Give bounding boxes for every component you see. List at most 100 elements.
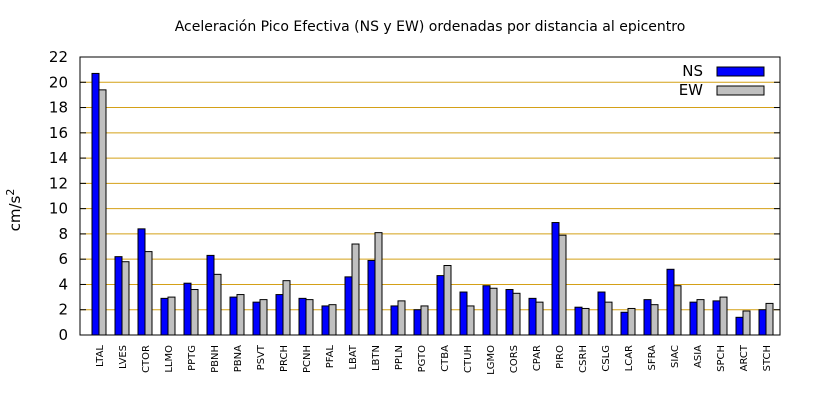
y-tick-label: 16	[49, 124, 68, 142]
x-tick-label: ASIA	[693, 345, 704, 368]
x-tick-label: LVES	[118, 345, 129, 369]
x-tick-label: PBNH	[210, 345, 221, 373]
y-axis-label: cm/s2	[4, 189, 24, 232]
y-tick-label: 10	[49, 200, 68, 218]
bar-ew-ppln	[397, 300, 406, 336]
legend-ew-label: EW	[679, 81, 703, 99]
y-tick-label: 8	[58, 225, 68, 243]
legend-ew-swatch	[716, 85, 765, 96]
bar-ew-asia	[696, 299, 705, 336]
x-tick-label: ARCT	[739, 344, 750, 371]
bar-ns-cors	[505, 289, 514, 336]
y-tick-label: 18	[49, 99, 68, 117]
bar-ns-psvt	[252, 301, 261, 336]
bar-ew-psvt	[259, 299, 268, 336]
x-tick-label: CSLG	[601, 345, 612, 372]
x-tick-label: LBTN	[371, 345, 382, 371]
bar-ew-ctuh	[466, 305, 475, 336]
bar-ns-ctor	[137, 228, 146, 336]
bar-ew-pgto	[420, 305, 429, 336]
bar-ns-ltal	[91, 72, 100, 336]
y-tick-label: 6	[58, 250, 68, 268]
x-tick-label: CSRH	[578, 345, 589, 373]
bar-ns-csrh	[574, 306, 583, 336]
bar-ew-pfal	[328, 304, 337, 336]
bar-ew-stch	[765, 302, 774, 336]
bar-ns-llmo	[160, 297, 169, 336]
bar-ns-pbna	[229, 296, 238, 336]
bar-ew-ctba	[443, 265, 452, 336]
x-tick-label: CTUH	[463, 345, 474, 373]
bar-ns-ctuh	[459, 291, 468, 336]
bar-ns-lbat	[344, 276, 353, 336]
bar-ew-pbna	[236, 294, 245, 336]
x-tick-label: PIRO	[555, 345, 566, 369]
x-tick-label: PPLN	[394, 345, 405, 370]
x-tick-label: LGMO	[486, 345, 497, 375]
x-tick-label: PPTG	[187, 345, 198, 371]
bar-ns-pbnh	[206, 254, 215, 336]
bar-ns-ppln	[390, 305, 399, 336]
x-tick-label: CTBA	[440, 345, 451, 372]
bar-ns-piro	[551, 222, 560, 336]
bar-ew-sfra	[650, 304, 659, 336]
y-tick-label: 4	[58, 275, 68, 293]
bar-ns-pfal	[321, 305, 330, 336]
bar-ns-lves	[114, 256, 123, 336]
x-tick-label: LBAT	[348, 344, 359, 369]
bar-ns-arct	[735, 316, 744, 336]
bar-ew-piro	[558, 234, 567, 336]
y-tick-label: 22	[49, 48, 68, 66]
bar-ns-asia	[689, 301, 698, 336]
bar-ns-lgmo	[482, 285, 491, 336]
x-tick-label: PCNH	[302, 345, 313, 373]
y-axis-label-superscript: 2	[4, 189, 17, 196]
bar-ns-lcar	[620, 311, 629, 336]
x-tick-label: CPAR	[532, 345, 543, 371]
bar-ew-arct	[742, 310, 751, 336]
bar-ns-pcnh	[298, 297, 307, 336]
bar-ew-spch	[719, 296, 728, 336]
legend: NS EW	[679, 62, 765, 99]
x-tick-label: PGTO	[417, 345, 428, 373]
y-tick-label: 12	[49, 174, 68, 192]
x-tick-label: PRCH	[279, 345, 290, 372]
bar-ew-pbnh	[213, 273, 222, 336]
bar-ns-lbtn	[367, 259, 376, 336]
y-axis-label-main: cm/s	[6, 195, 24, 231]
x-tick-label: SFRA	[647, 345, 658, 371]
y-tick-label: 20	[49, 73, 68, 91]
bar-ew-cpar	[535, 301, 544, 336]
bar-ew-lbat	[351, 243, 360, 336]
bar-ew-llmo	[167, 296, 176, 336]
bar-ew-pptg	[190, 289, 199, 336]
bar-ew-lgmo	[489, 287, 498, 336]
bar-ns-cpar	[528, 297, 537, 336]
bar-ns-spch	[712, 300, 721, 336]
x-tick-label: PFAL	[325, 345, 336, 369]
x-tick-label: SPCH	[716, 345, 727, 372]
x-tick-label: LCAR	[624, 345, 635, 371]
y-tick-label: 0	[58, 326, 68, 344]
bar-ew-prch	[282, 280, 291, 336]
legend-ns-swatch	[716, 66, 765, 77]
bar-ns-siac	[666, 268, 675, 336]
bar-ns-prch	[275, 294, 284, 336]
bar-ew-ltal	[98, 89, 107, 336]
bar-ew-siac	[673, 285, 682, 336]
x-tick-label: SIAC	[670, 345, 681, 368]
bar-ew-cors	[512, 292, 521, 336]
y-tick-label: 2	[58, 301, 68, 319]
bar-ew-lves	[121, 261, 130, 336]
x-tick-label: STCH	[762, 345, 773, 371]
legend-ns-label: NS	[682, 62, 703, 80]
bar-ew-lbtn	[374, 232, 383, 336]
bar-ew-csrh	[581, 307, 590, 336]
x-tick-label: PBNA	[233, 345, 244, 372]
bar-ew-ctor	[144, 251, 153, 336]
bar-ns-ctba	[436, 275, 445, 336]
x-axis-ticks: LTAL LVES CTOR LLMO PPTG PBNH PBNA PSVT PRCH PCNH…	[95, 330, 773, 375]
y-axis-ticks: 0 2 4 6 8 10 12 14 16 18 20 22	[49, 48, 780, 344]
bar-ew-lcar	[627, 307, 636, 336]
